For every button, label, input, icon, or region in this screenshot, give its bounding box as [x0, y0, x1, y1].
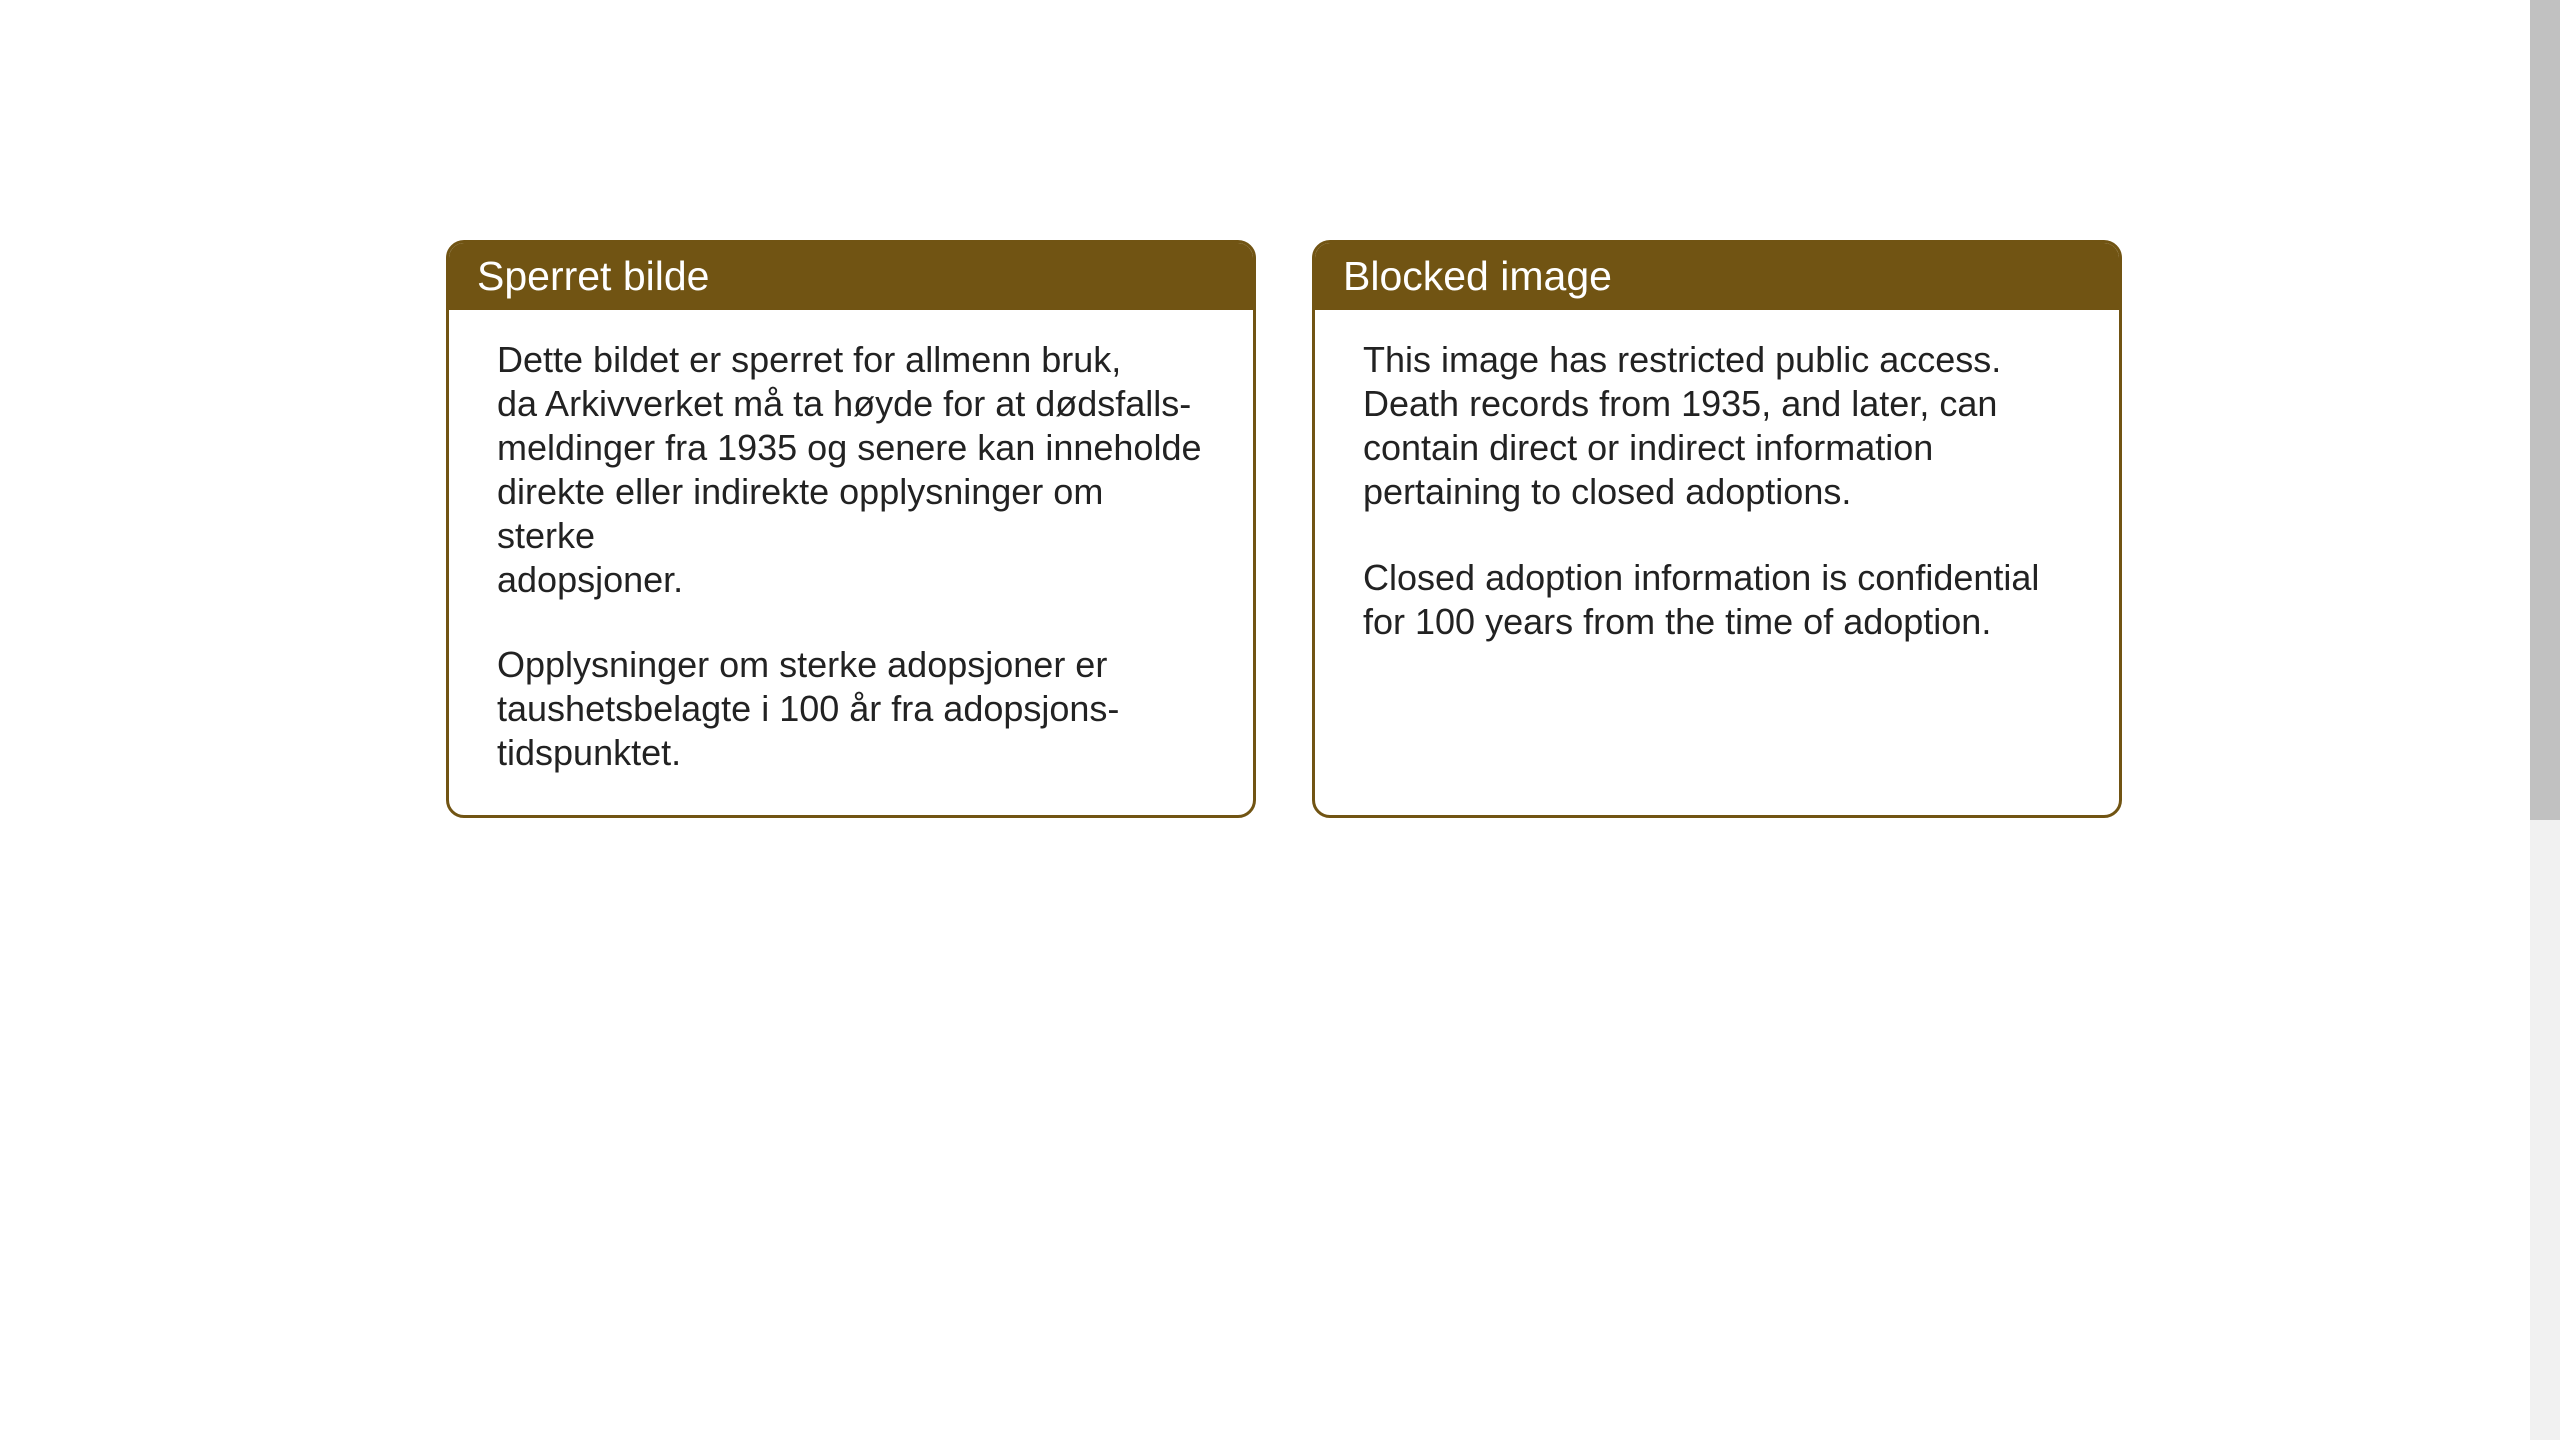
scrollbar-track[interactable]	[2530, 0, 2560, 1440]
card-body-english: This image has restricted public access.…	[1315, 310, 2119, 683]
card-paragraph-1-norwegian: Dette bildet er sperret for allmenn bruk…	[497, 338, 1205, 601]
card-title-norwegian: Sperret bilde	[477, 253, 709, 299]
card-english: Blocked image This image has restricted …	[1312, 240, 2122, 818]
card-header-english: Blocked image	[1315, 243, 2119, 310]
cards-container: Sperret bilde Dette bildet er sperret fo…	[446, 240, 2122, 818]
card-norwegian: Sperret bilde Dette bildet er sperret fo…	[446, 240, 1256, 818]
card-title-english: Blocked image	[1343, 253, 1612, 299]
scrollbar-thumb[interactable]	[2530, 0, 2560, 820]
card-paragraph-2-norwegian: Opplysninger om sterke adopsjoner er tau…	[497, 643, 1205, 775]
card-paragraph-2-english: Closed adoption information is confident…	[1363, 556, 2071, 644]
card-paragraph-1-english: This image has restricted public access.…	[1363, 338, 2071, 514]
card-header-norwegian: Sperret bilde	[449, 243, 1253, 310]
card-body-norwegian: Dette bildet er sperret for allmenn bruk…	[449, 310, 1253, 815]
